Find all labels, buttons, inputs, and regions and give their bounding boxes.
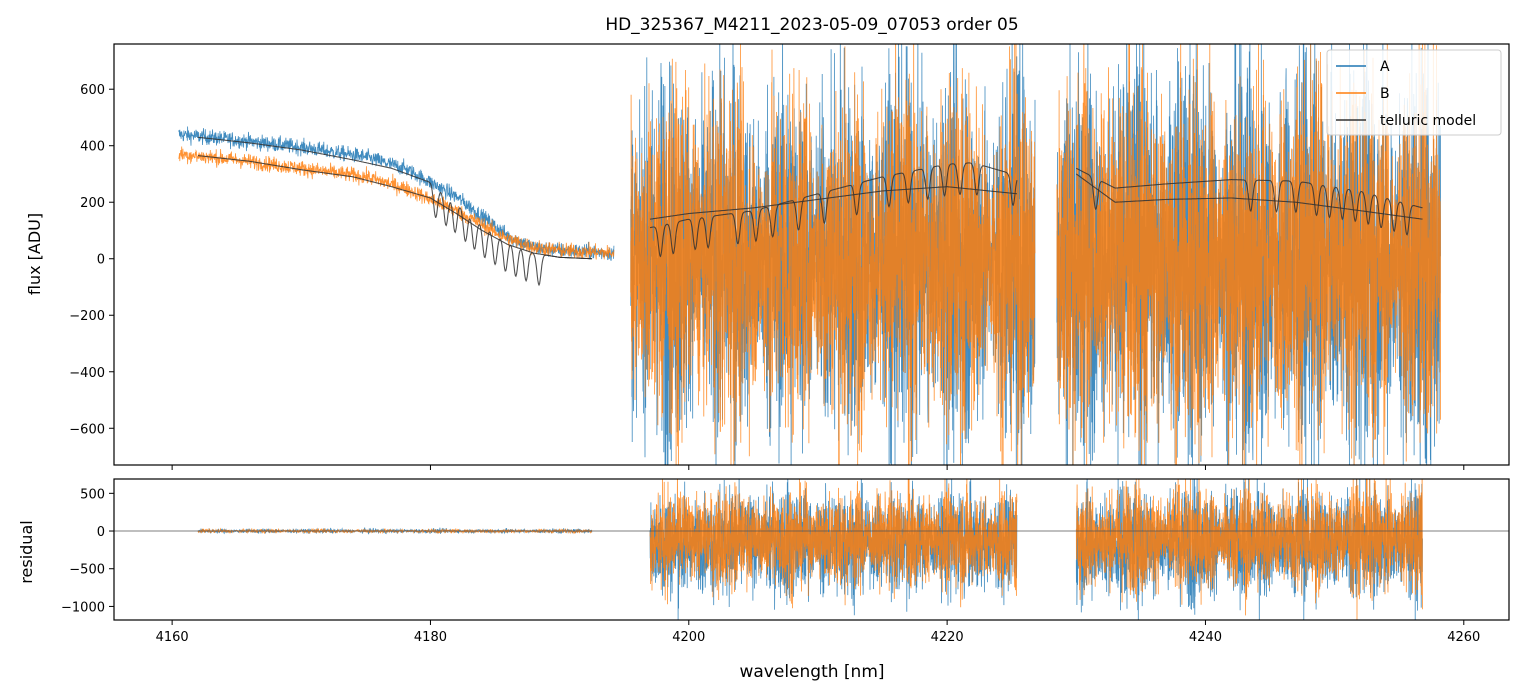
y-tick-label: 0: [97, 253, 105, 268]
chart-title: HD_325367_M4211_2023-05-09_07053 order 0…: [605, 15, 1018, 35]
flux-x-ticks: [171, 465, 1465, 470]
residual-axes-frame: [113, 478, 1510, 621]
legend-box: [1326, 49, 1502, 136]
series-b-line: [178, 146, 615, 260]
y-tick-label: −1000: [61, 600, 105, 615]
flux-y-axis-label: flux [ADU]: [25, 213, 44, 295]
y-tick-label: 500: [80, 487, 105, 502]
telluric-model-line: [649, 186, 1018, 220]
flux-panel: 600 400 200 0 −200 −400 −600 flux [ADU] A B te…: [25, 43, 1510, 470]
legend-label-telluric: telluric model: [1380, 113, 1476, 129]
telluric-model-line: [197, 136, 592, 287]
y-tick-label: 0: [97, 525, 105, 540]
residual-x-ticks: 4160 4180 4200 4220 4240 4260: [156, 620, 1480, 645]
y-tick-label: 200: [80, 196, 105, 211]
x-tick-label: 4260: [1447, 630, 1480, 645]
residual-y-ticks: 500 0 −500 −1000: [61, 487, 114, 615]
y-tick-label: −600: [69, 422, 105, 437]
legend-label-a: A: [1380, 59, 1390, 75]
flux-plot-area: [178, 44, 1441, 465]
series-a-line: [178, 126, 615, 261]
x-tick-label: 4160: [156, 630, 189, 645]
legend: A B telluric model: [1326, 49, 1502, 136]
legend-label-b: B: [1380, 86, 1390, 102]
y-tick-label: 400: [80, 140, 105, 155]
residual-panel: 500 0 −500 −1000 4160 4180 4200 4220 4240 4260 r…: [17, 478, 1510, 682]
flux-axes-frame: [113, 43, 1510, 466]
residual-b-line: [1075, 479, 1423, 620]
series-b-line: [630, 44, 1036, 465]
telluric-model-line: [649, 162, 1018, 258]
y-tick-label: 600: [80, 83, 105, 98]
telluric-model-line: [1076, 167, 1423, 236]
x-tick-label: 4220: [931, 630, 964, 645]
flux-y-ticks: 600 400 200 0 −200 −400 −600: [69, 83, 114, 437]
x-tick-label: 4200: [672, 630, 705, 645]
y-tick-label: −200: [69, 309, 105, 324]
residual-plot-area: [114, 479, 1509, 620]
residual-y-axis-label: residual: [17, 520, 36, 583]
y-tick-label: −400: [69, 366, 105, 381]
telluric-model-line: [1076, 173, 1423, 220]
y-tick-label: −500: [69, 563, 105, 578]
x-axis-label: wavelength [nm]: [739, 662, 884, 682]
telluric-model-line: [197, 155, 592, 260]
x-tick-label: 4180: [414, 630, 447, 645]
x-tick-label: 4240: [1189, 630, 1222, 645]
